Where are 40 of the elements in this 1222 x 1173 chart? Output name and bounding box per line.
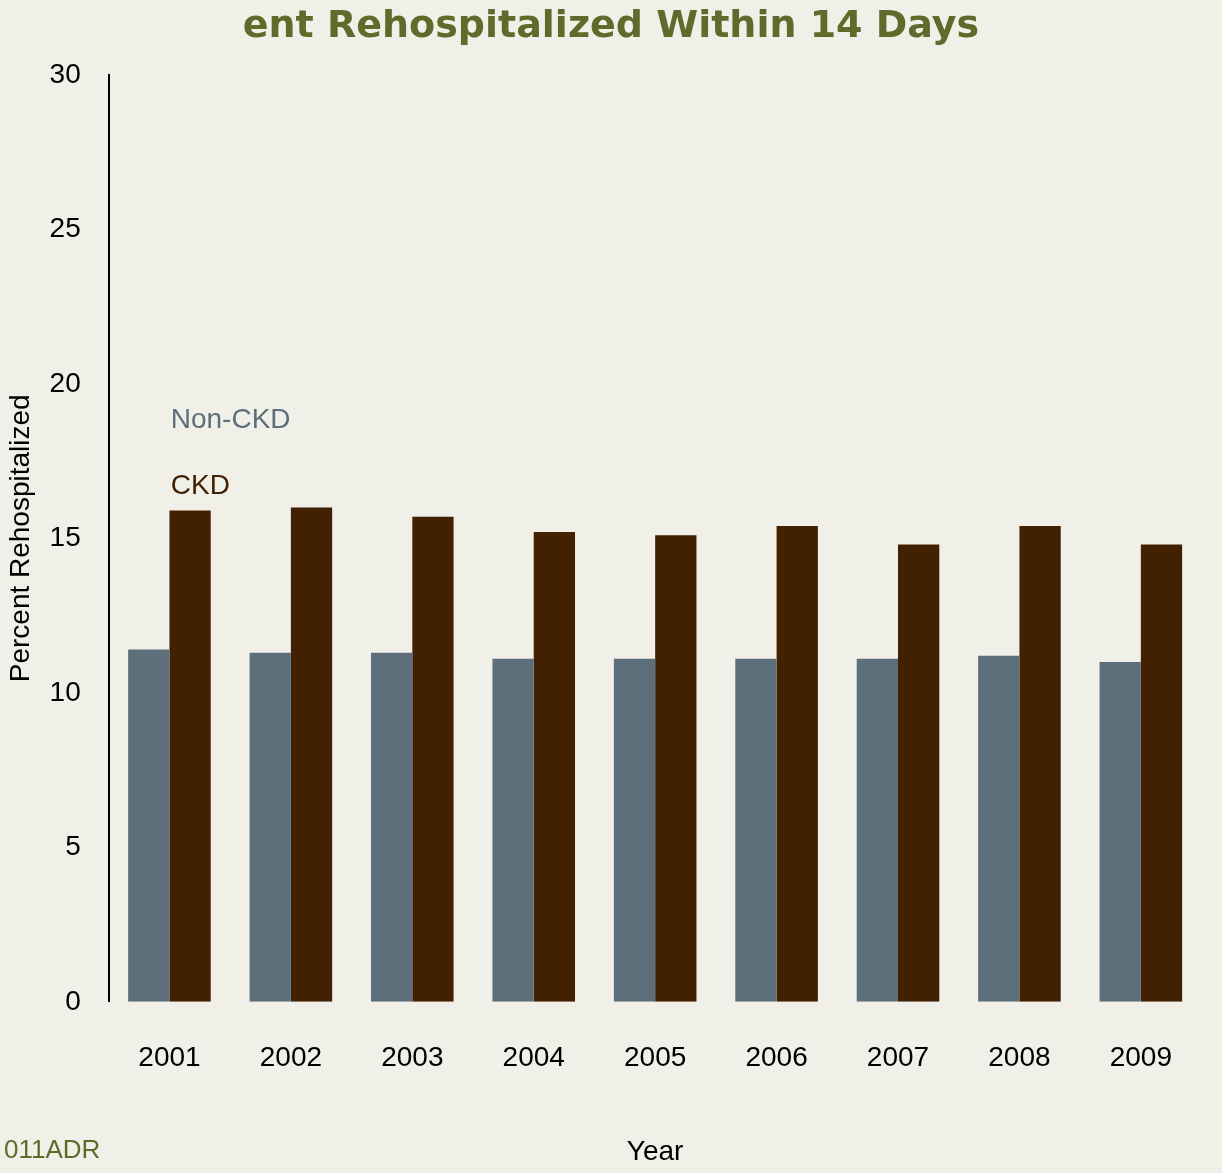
chart-title: ent Rehospitalized Within 14 Days bbox=[241, 2, 981, 46]
y-tick-label: 10 bbox=[49, 675, 81, 707]
series-label: CKD bbox=[170, 468, 230, 500]
bar bbox=[290, 507, 333, 1002]
y-tick-label: 15 bbox=[49, 521, 81, 553]
bar bbox=[655, 535, 697, 1002]
x-tick-label: 2004 bbox=[502, 1041, 565, 1073]
x-tick-label: 2007 bbox=[866, 1041, 930, 1073]
x-tick-label: 2006 bbox=[745, 1041, 808, 1073]
y-tick-label: 20 bbox=[49, 366, 81, 398]
x-axis-title: Year bbox=[626, 1134, 684, 1166]
bar bbox=[412, 516, 454, 1002]
bar bbox=[128, 649, 170, 1002]
bar bbox=[1140, 544, 1183, 1002]
x-tick-label: 2001 bbox=[138, 1041, 201, 1073]
y-axis-title: Percent Rehospitalized bbox=[3, 394, 35, 683]
x-tick-label: 2009 bbox=[1109, 1041, 1172, 1073]
x-tick-label: 2003 bbox=[381, 1041, 444, 1073]
bar bbox=[978, 655, 1020, 1002]
bar bbox=[492, 658, 534, 1002]
x-tick-label: 2005 bbox=[624, 1041, 687, 1073]
bar bbox=[533, 532, 576, 1002]
bar bbox=[249, 652, 291, 1002]
bar bbox=[613, 658, 656, 1002]
bar bbox=[1099, 661, 1141, 1002]
y-tick-label: 0 bbox=[65, 984, 81, 1016]
bar bbox=[169, 510, 211, 1002]
x-tick-label: 2002 bbox=[259, 1041, 323, 1073]
x-tick-label: 2008 bbox=[988, 1041, 1051, 1073]
text: 011ADR bbox=[4, 1134, 101, 1165]
bar bbox=[776, 525, 818, 1002]
bar bbox=[1019, 525, 1061, 1002]
y-tick-label: 25 bbox=[49, 212, 81, 244]
bar bbox=[856, 658, 899, 1002]
bar bbox=[898, 544, 940, 1002]
y-tick-label: 30 bbox=[49, 57, 81, 89]
y-tick-label: 5 bbox=[65, 830, 81, 862]
text: Non-CKD bbox=[170, 402, 291, 434]
bar bbox=[371, 652, 413, 1002]
bar bbox=[735, 658, 777, 1002]
